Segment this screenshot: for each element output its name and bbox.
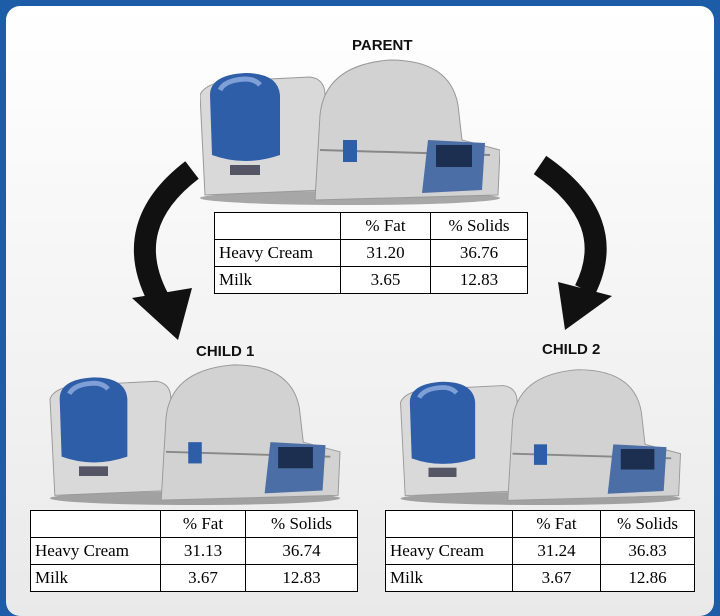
table-cell [215,213,341,240]
header-row: % Fat% Solids [386,511,695,538]
header-row: % Fat% Solids [215,213,528,240]
table-cell: % Fat [161,511,246,538]
table-cell: 3.67 [161,565,246,592]
table-cell: Heavy Cream [215,240,341,267]
table-cell: % Solids [431,213,528,240]
table-cell: Milk [31,565,161,592]
table-cell: 3.67 [513,565,601,592]
parent-label: PARENT [352,37,413,54]
page: PARENT CHILD 1 CHILD 2 % Fat% SolidsHeav… [0,0,720,603]
table-cell: 31.24 [513,538,601,565]
table-cell: 12.83 [431,267,528,294]
child2-instrument [401,370,681,505]
table-cell: Milk [215,267,341,294]
table-cell: Heavy Cream [386,538,513,565]
table-cell: Milk [386,565,513,592]
arrow-right [540,165,612,330]
child1-instrument [50,365,340,505]
table-cell: 3.65 [341,267,431,294]
child2-label: CHILD 2 [542,341,600,358]
table-cell: % Fat [513,511,601,538]
header-row: % Fat% Solids [31,511,358,538]
table-cell: 31.13 [161,538,246,565]
arrow-left [132,170,192,340]
table-cell: 12.83 [246,565,358,592]
table-cell: % Fat [341,213,431,240]
table-cell [386,511,513,538]
child1-label: CHILD 1 [196,343,254,360]
table-cell: 36.76 [431,240,528,267]
table-cell: % Solids [246,511,358,538]
table-cell: 36.74 [246,538,358,565]
parent-instrument [200,60,500,205]
table-cell: Heavy Cream [31,538,161,565]
table-cell [31,511,161,538]
table-cell: % Solids [601,511,695,538]
table-cell: 31.20 [341,240,431,267]
table-cell: 12.86 [601,565,695,592]
table-cell: 36.83 [601,538,695,565]
